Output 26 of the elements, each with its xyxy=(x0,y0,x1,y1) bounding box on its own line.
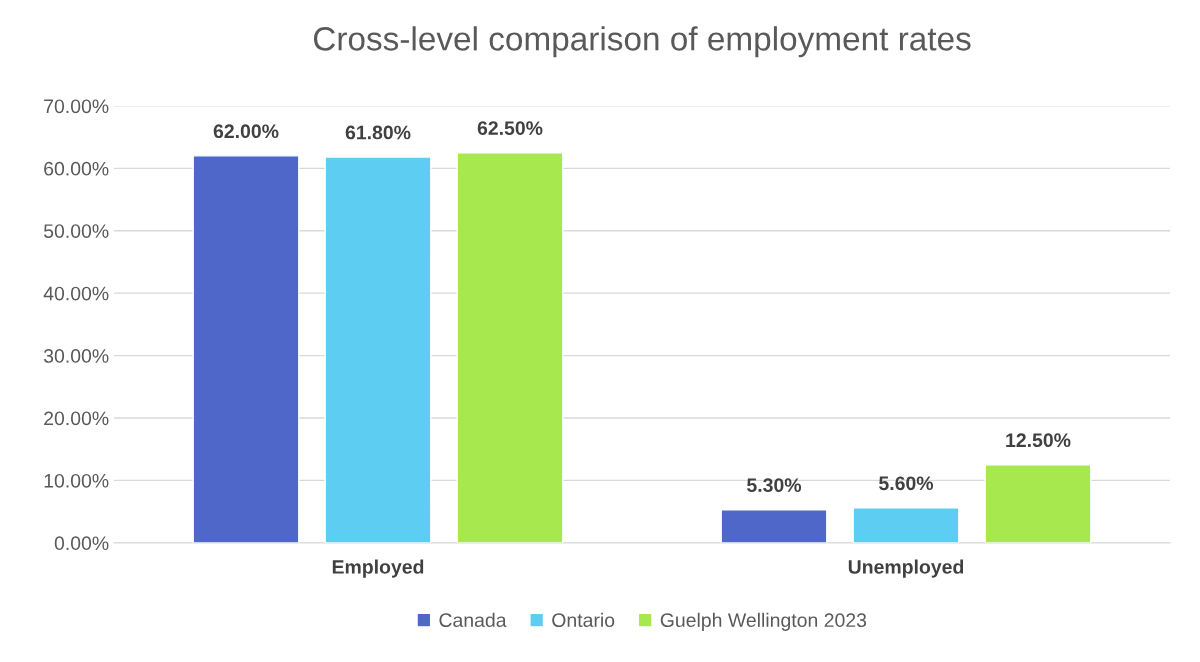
legend-label: Guelph Wellington 2023 xyxy=(660,612,867,631)
data-label: 5.30% xyxy=(747,478,802,493)
x-tick-label: Unemployed xyxy=(848,559,964,578)
y-tick-label: 20.00% xyxy=(44,411,109,426)
data-label: 62.00% xyxy=(213,124,279,139)
bar xyxy=(984,464,1092,543)
bar xyxy=(324,156,432,543)
data-label: 12.50% xyxy=(1006,433,1071,448)
bar xyxy=(192,155,300,543)
bar xyxy=(852,507,960,543)
data-label: 61.80% xyxy=(345,125,411,140)
y-tick-label: 60.00% xyxy=(44,161,109,176)
legend-label: Canada xyxy=(439,612,507,628)
y-tick-label: 0.00% xyxy=(54,536,109,551)
bar xyxy=(456,152,564,543)
data-label: 5.60% xyxy=(879,476,934,491)
data-label: 62.50% xyxy=(477,121,543,135)
bar xyxy=(720,509,828,543)
y-tick-label: 30.00% xyxy=(43,349,109,363)
y-tick-label: 40.00% xyxy=(43,286,109,301)
x-tick-label: Employed xyxy=(332,559,424,578)
chart-title: Cross-level comparison of employment rates xyxy=(313,26,971,58)
y-tick-label: 70.00% xyxy=(44,99,109,114)
y-tick-label: 10.00% xyxy=(44,473,109,488)
y-tick-label: 50.00% xyxy=(43,224,109,238)
legend-label: Ontario xyxy=(552,612,615,628)
